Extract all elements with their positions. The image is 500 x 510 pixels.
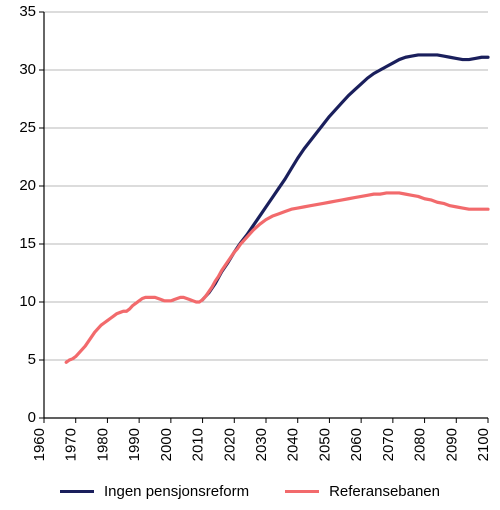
y-tick-label: 35 xyxy=(19,3,36,20)
legend-label-0: Ingen pensjonsreform xyxy=(104,483,249,500)
legend-swatch-1 xyxy=(285,490,319,493)
x-tick-label: 2030 xyxy=(253,428,270,461)
legend-label-1: Referansebanen xyxy=(329,483,440,500)
line-chart: 0 5 10 15 20 25 30 35 1960 1970 1980 1990 2000 2010 20… xyxy=(0,0,500,510)
x-tick-label: 2000 xyxy=(158,428,175,461)
y-tick-label: 10 xyxy=(19,293,36,310)
x-tick-label: 2040 xyxy=(285,428,302,461)
legend-item-0: Ingen pensjonsreform xyxy=(60,483,249,500)
x-tick-label: 2050 xyxy=(316,428,333,461)
x-tick-label: 2100 xyxy=(475,428,492,461)
y-tick-label: 15 xyxy=(19,235,36,252)
chart-svg: 0 5 10 15 20 25 30 35 1960 1970 1980 1990 2000 2010 20… xyxy=(0,0,500,470)
x-tick-label: 1990 xyxy=(126,428,143,461)
legend-item-1: Referansebanen xyxy=(285,483,440,500)
y-tick-label: 0 xyxy=(28,409,36,426)
y-tick-label: 25 xyxy=(19,119,36,136)
x-tick-label: 2020 xyxy=(221,428,238,461)
series-0 xyxy=(203,55,488,300)
chart-legend: Ingen pensjonsreform Referansebanen xyxy=(0,483,500,500)
y-tick-label: 20 xyxy=(19,177,36,194)
x-tick-label: 1970 xyxy=(63,428,80,461)
x-tick-label: 2060 xyxy=(348,428,365,461)
y-tick-label: 5 xyxy=(28,351,36,368)
x-tick-label: 1960 xyxy=(31,428,48,461)
x-tick-label: 2010 xyxy=(190,428,207,461)
y-tick-label: 30 xyxy=(19,61,36,78)
x-tick-label: 2070 xyxy=(380,428,397,461)
series-1 xyxy=(66,193,488,362)
x-tick-label: 1980 xyxy=(94,428,111,461)
x-tick-label: 2080 xyxy=(412,428,429,461)
x-tick-label: 2090 xyxy=(443,428,460,461)
legend-swatch-0 xyxy=(60,490,94,493)
